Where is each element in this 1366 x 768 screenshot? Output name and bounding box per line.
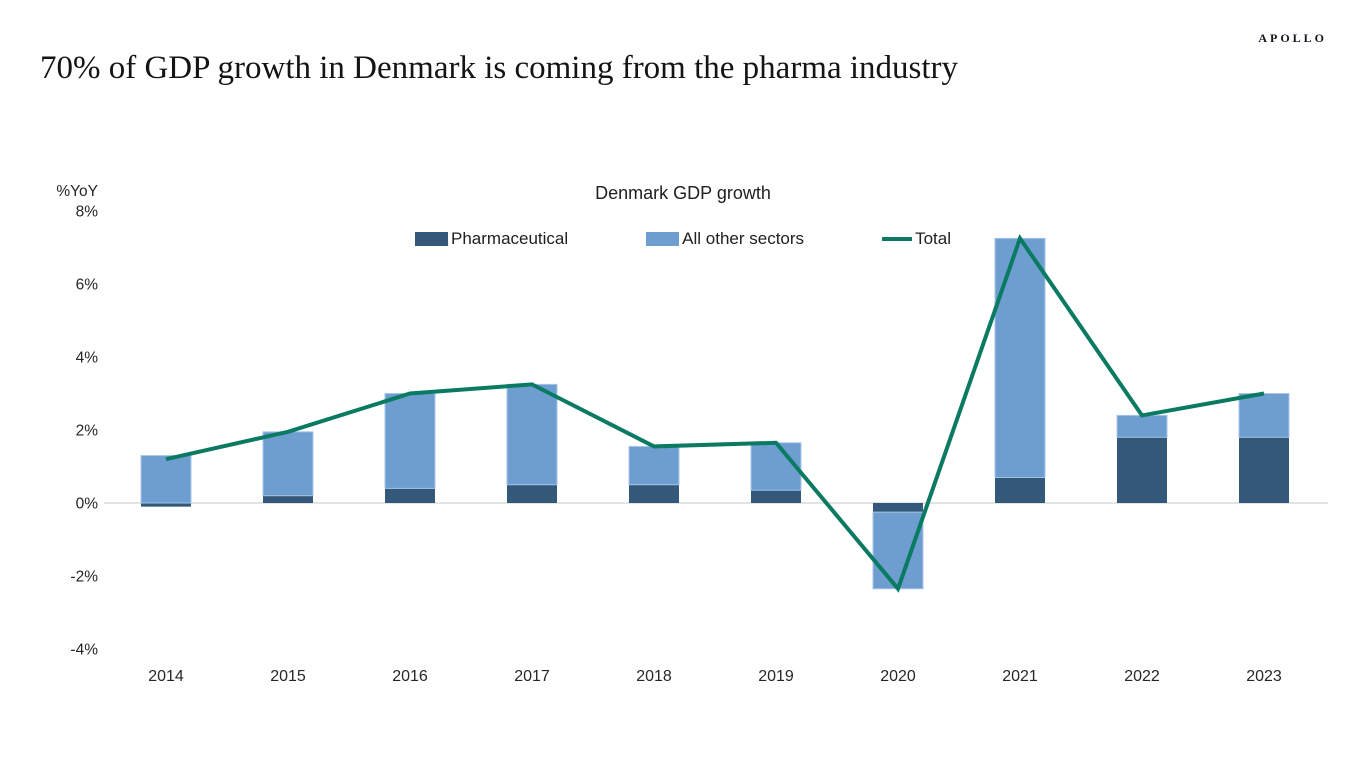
page-title: 70% of GDP growth in Denmark is coming f…: [40, 50, 959, 86]
legend-item-total: Total: [882, 229, 951, 249]
bar-segment-pharmaceutical-2020: [873, 503, 923, 513]
bar-segment-pharmaceutical-2023: [1239, 437, 1289, 503]
x-axis-label-2014: 2014: [148, 668, 184, 685]
bar-segment-pharmaceutical-2017: [507, 484, 557, 503]
x-axis-label-2017: 2017: [514, 668, 550, 685]
legend-label-total: Total: [915, 229, 951, 248]
bar-segment-all-other-sectors-2023: [1238, 393, 1290, 438]
bar-segment-all-other-sectors-2015: [262, 431, 314, 497]
x-axis-label-2015: 2015: [270, 668, 306, 685]
x-axis-label-2019: 2019: [758, 668, 794, 685]
bar-segment-all-other-sectors-2014: [140, 455, 192, 504]
bar-segment-pharmaceutical-2021: [995, 477, 1045, 503]
bar-segment-all-other-sectors-2019: [750, 442, 802, 491]
bar-segment-all-other-sectors-2016: [384, 393, 436, 489]
bar-segment-all-other-sectors-2022: [1116, 414, 1168, 438]
bar-segment-all-other-sectors-2021: [994, 237, 1046, 478]
bar-segment-pharmaceutical-2018: [629, 484, 679, 503]
x-axis-label-2023: 2023: [1246, 668, 1282, 685]
legend-label-all-other-sectors: All other sectors: [682, 229, 805, 248]
x-axis-label-2016: 2016: [392, 668, 428, 685]
total-line: [165, 233, 1265, 593]
bar-segment-pharmaceutical-2022: [1117, 437, 1167, 503]
all-other-sectors-swatch-icon: [646, 232, 680, 246]
y-tick-label-0%: 0%: [76, 496, 99, 513]
x-axis-label-2021: 2021: [1002, 668, 1038, 685]
x-axis-label-2022: 2022: [1124, 668, 1160, 685]
bar-segment-all-other-sectors-2020: [872, 511, 924, 590]
bar-segment-pharmaceutical-2014: [141, 503, 191, 507]
y-axis-unit-label: %YoY: [56, 183, 98, 200]
legend-label-pharmaceutical: Pharmaceutical: [451, 229, 569, 248]
apollo-logo: APOLLO: [1258, 31, 1327, 45]
x-axis-label-2020: 2020: [880, 668, 916, 685]
pharmaceutical-swatch-icon: [415, 232, 448, 246]
chart-legend: Pharmaceutical All other sectors Total: [0, 229, 1366, 249]
bar-segment-all-other-sectors-2017: [506, 383, 558, 486]
legend-item-all-other-sectors: All other sectors: [646, 229, 804, 249]
total-line-swatch-icon: [882, 236, 913, 242]
y-tick-label-4%: 4%: [76, 350, 99, 367]
y-tick-label-8%: 8%: [76, 204, 99, 221]
y-tick-label--4%: -4%: [70, 642, 98, 659]
bar-segment-pharmaceutical-2016: [385, 488, 435, 503]
chart-title: Denmark GDP growth: [595, 183, 771, 203]
legend-item-pharmaceutical: Pharmaceutical: [415, 229, 568, 249]
y-tick-label--2%: -2%: [70, 569, 98, 586]
bar-segment-pharmaceutical-2019: [751, 490, 801, 503]
bar-segment-all-other-sectors-2018: [628, 445, 680, 486]
bar-segment-pharmaceutical-2015: [263, 495, 313, 503]
y-tick-label-2%: 2%: [76, 423, 99, 440]
x-axis-label-2018: 2018: [636, 668, 672, 685]
y-tick-label-6%: 6%: [76, 277, 99, 294]
